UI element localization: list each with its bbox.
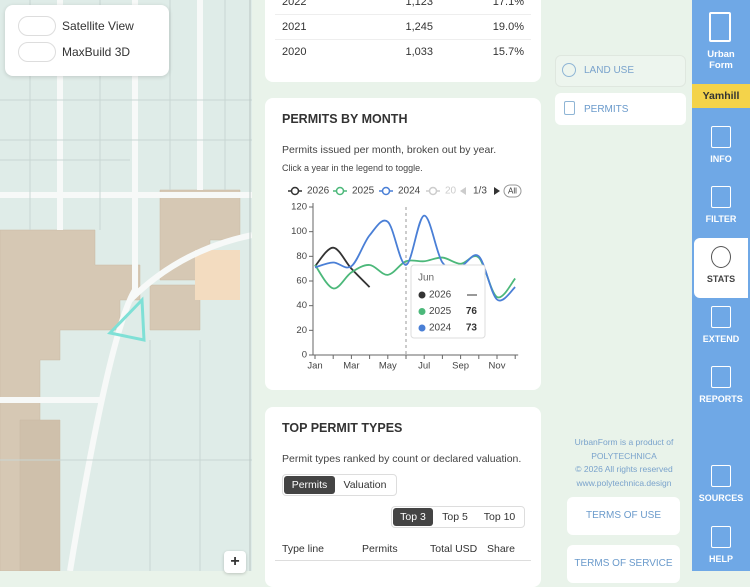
toggle-switch[interactable] — [18, 42, 56, 62]
top-option[interactable]: Top 3 — [393, 508, 433, 526]
nav-item-label[interactable]: EXTEND — [702, 334, 740, 344]
top-option[interactable]: Top 10 — [483, 511, 516, 523]
card-description: Permit types ranked by count or declared… — [282, 453, 522, 465]
count-cell: 1,033 — [405, 46, 433, 58]
footer-link[interactable]: TERMS OF USE — [567, 497, 680, 535]
nav-icon[interactable] — [711, 246, 731, 268]
card-title: TOP PERMIT TYPES — [282, 421, 403, 435]
row-divider — [275, 39, 531, 40]
toggle-label: MaxBuild 3D — [62, 45, 131, 59]
year-cell: 2020 — [282, 46, 307, 58]
top-group — [391, 506, 525, 528]
nav-item-label[interactable]: SOURCES — [698, 493, 744, 503]
footer-text: © 2026 All rights reserved — [575, 464, 673, 474]
count-cell: 1,123 — [405, 0, 433, 8]
nav-item-label[interactable]: REPORTS — [699, 394, 743, 404]
year-cell: 2021 — [282, 21, 307, 33]
top-option[interactable]: Top 5 — [442, 511, 468, 523]
year-cell: 2022 — [282, 0, 307, 8]
nav-item-label[interactable]: FILTER — [705, 214, 737, 224]
nav-label: PERMITS — [584, 104, 629, 115]
footer-link[interactable]: TERMS OF SERVICE — [567, 545, 680, 583]
nav-icon — [564, 101, 575, 115]
nav-icon[interactable] — [711, 465, 731, 487]
nav-icon — [562, 63, 576, 77]
nav-icon[interactable] — [711, 526, 731, 548]
column-header: Total USD — [430, 543, 478, 555]
tab[interactable]: Valuation — [343, 479, 387, 491]
tab[interactable]: Permits — [284, 476, 335, 494]
nav-item-label[interactable]: STATS — [706, 274, 736, 284]
nav-land-use[interactable] — [555, 55, 686, 87]
nav-item-label[interactable]: HELP — [708, 554, 733, 564]
row-divider — [275, 14, 531, 15]
share-cell: 17.1% — [492, 0, 524, 8]
footer-text: www.polytechnica.design — [576, 477, 672, 488]
nav-permits[interactable] — [555, 93, 686, 125]
toggle-label: Satellite View — [62, 19, 134, 33]
logo-text: Form — [709, 60, 733, 71]
types-card — [265, 407, 541, 587]
column-header: Share — [487, 543, 516, 555]
map[interactable] — [0, 0, 252, 571]
logo-mark — [709, 12, 731, 42]
nav-icon[interactable] — [711, 186, 731, 208]
region-badge[interactable]: Yamhill — [692, 84, 750, 108]
summary-card — [265, 0, 541, 82]
tab-group — [282, 474, 397, 496]
column-header: Type line — [282, 543, 325, 555]
nav-label: LAND USE — [584, 65, 635, 76]
logo-text: Urban — [707, 49, 735, 60]
footer-text: POLYTECHNICA — [591, 450, 657, 461]
count-cell: 1,245 — [405, 21, 433, 33]
card-description: Permits issued per month, broken out by … — [282, 144, 497, 156]
nav-icon[interactable] — [711, 306, 731, 328]
share-cell: 15.7% — [492, 46, 524, 58]
header-divider — [275, 560, 531, 561]
nav-item-label[interactable]: INFO — [710, 154, 732, 164]
card-title: PERMITS BY MONTH — [282, 112, 408, 126]
footer-text: UrbanForm is a product of — [574, 437, 674, 447]
toggle-switch[interactable] — [18, 16, 56, 36]
column-header: Permits — [362, 543, 398, 555]
zoom-button[interactable]: + — [224, 551, 246, 573]
card-hint: Click a year in the legend to toggle. — [282, 163, 423, 173]
nav-icon[interactable] — [711, 366, 731, 388]
share-cell: 19.0% — [492, 21, 524, 33]
nav-icon[interactable] — [711, 126, 731, 148]
permits-card — [265, 98, 541, 390]
